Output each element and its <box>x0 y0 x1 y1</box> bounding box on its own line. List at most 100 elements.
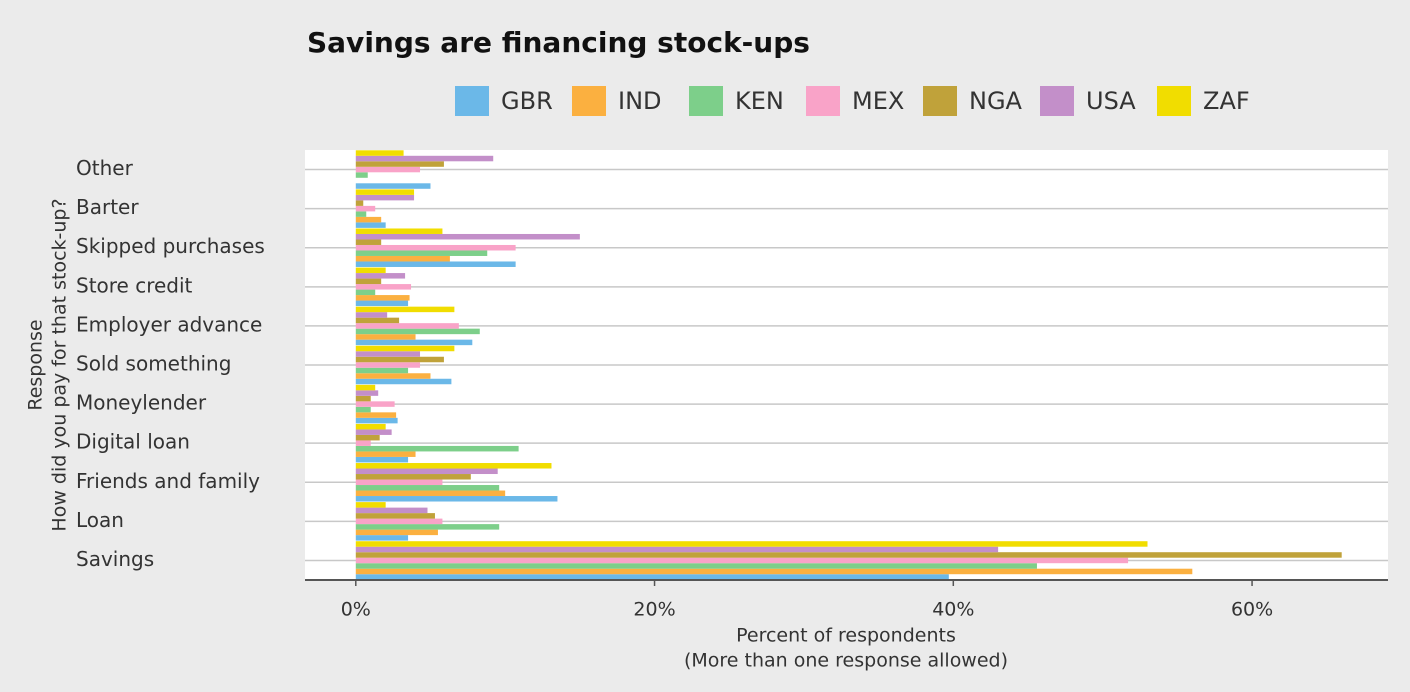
bar <box>355 233 580 240</box>
bar <box>355 429 392 435</box>
bar <box>355 261 516 267</box>
bar <box>355 395 371 402</box>
y-tick-label: Skipped purchases <box>76 234 265 258</box>
bar <box>355 150 404 156</box>
bar <box>355 423 386 430</box>
bar <box>355 502 386 508</box>
y-axis-title: How did you pay for that stock-up? <box>49 198 71 531</box>
bar <box>355 568 1193 575</box>
legend-swatch <box>572 86 606 116</box>
bar <box>355 535 409 541</box>
bar <box>355 434 380 441</box>
bar <box>355 390 379 396</box>
y-tick-label: Savings <box>76 547 154 571</box>
legend-label: GBR <box>501 87 553 115</box>
bar <box>355 518 443 525</box>
legend-swatch <box>689 86 723 116</box>
bar <box>355 507 428 514</box>
bar <box>355 166 421 173</box>
bar <box>355 351 421 357</box>
bar <box>355 362 421 368</box>
bar <box>355 451 416 457</box>
bar <box>355 546 999 553</box>
legend-label: USA <box>1086 87 1136 115</box>
y-tick-label: Friends and family <box>76 469 260 493</box>
bar <box>355 574 949 580</box>
bar <box>355 490 506 497</box>
bar <box>355 440 371 446</box>
bar <box>355 161 444 167</box>
bar <box>355 401 395 407</box>
bar <box>355 373 431 379</box>
x-tick-label: 20% <box>633 599 675 621</box>
legend-label: ZAF <box>1203 87 1250 115</box>
bar <box>355 183 431 189</box>
bar <box>355 300 409 307</box>
bar <box>355 334 416 340</box>
y-tick-label: Loan <box>76 508 124 532</box>
bar <box>355 367 409 374</box>
bar <box>355 295 410 301</box>
x-tick-label: 0% <box>341 599 371 621</box>
bar <box>355 200 364 206</box>
bar <box>355 239 382 245</box>
bar <box>355 557 1129 564</box>
bar <box>355 524 500 530</box>
bar <box>355 244 516 251</box>
legend-swatch <box>1157 86 1191 116</box>
bar <box>355 155 494 162</box>
bar <box>355 172 368 178</box>
bar <box>355 289 376 296</box>
bar <box>355 328 480 335</box>
bar <box>355 468 498 475</box>
legend-swatch <box>1040 86 1074 116</box>
bar <box>355 496 558 502</box>
bar <box>355 529 438 536</box>
bar <box>355 216 382 223</box>
y-tick-label: Digital loan <box>76 430 190 454</box>
x-tick-label: 40% <box>932 599 974 621</box>
bar <box>355 485 500 491</box>
bar <box>355 513 435 519</box>
bar <box>355 222 386 228</box>
y-tick-label: Moneylender <box>76 391 207 415</box>
y-tick-label: Store credit <box>76 273 193 297</box>
bar <box>355 228 443 234</box>
y-tick-label: Employer advance <box>76 312 262 336</box>
bar <box>355 205 376 212</box>
legend-label: IND <box>618 87 662 115</box>
bar <box>355 339 473 346</box>
bar <box>355 445 519 452</box>
x-axis-title: (More than one response allowed) <box>684 650 1008 672</box>
bar <box>355 255 450 262</box>
bar <box>355 541 1148 547</box>
bar <box>355 194 415 201</box>
bar <box>355 306 455 313</box>
bar <box>355 284 412 290</box>
legend-swatch <box>923 86 957 116</box>
bar <box>355 211 367 217</box>
bar <box>355 463 552 469</box>
chart-title: Savings are financing stock-ups <box>307 26 810 59</box>
bar <box>355 250 488 256</box>
x-tick-label: 60% <box>1231 599 1273 621</box>
bar <box>355 189 415 195</box>
bar <box>355 273 406 279</box>
bar <box>355 417 398 424</box>
bar <box>355 323 459 329</box>
legend-label: NGA <box>969 87 1023 115</box>
legend-label: MEX <box>852 87 904 115</box>
bar <box>355 479 443 486</box>
bar <box>355 412 397 418</box>
legend-swatch <box>455 86 489 116</box>
x-axis-title: Percent of respondents <box>736 625 956 647</box>
bar <box>355 267 386 274</box>
y-tick-label: Sold something <box>76 352 231 376</box>
bar <box>355 456 409 463</box>
bar <box>355 406 371 413</box>
bar <box>355 378 452 385</box>
y-axis-title: Response <box>25 319 47 410</box>
y-tick-label: Barter <box>76 195 139 219</box>
legend-swatch <box>806 86 840 116</box>
